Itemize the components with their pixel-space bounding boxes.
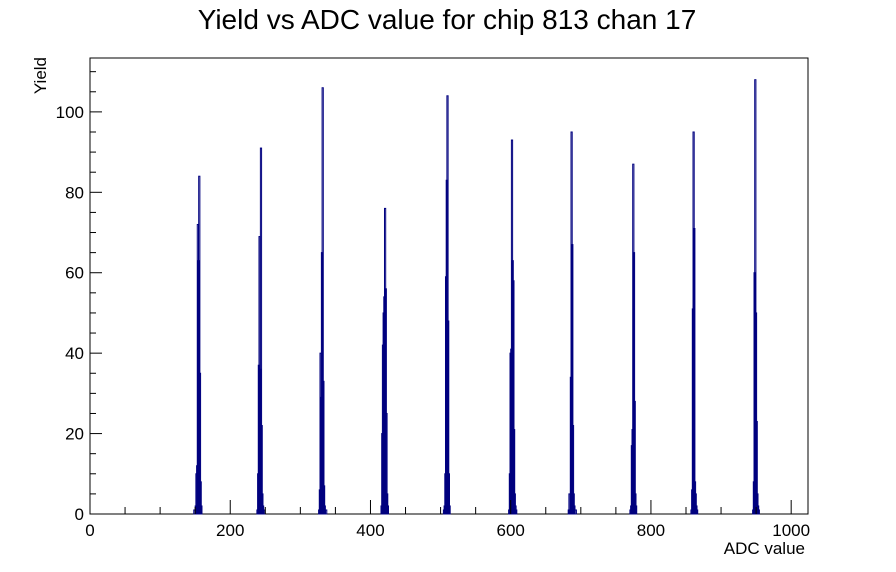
peak-group — [508, 139, 518, 515]
peak-group — [690, 131, 699, 515]
peak-group — [567, 131, 577, 515]
x-tick-label: 800 — [637, 521, 665, 540]
x-tick-label: 1000 — [772, 521, 810, 540]
histogram-bar — [757, 509, 760, 515]
histogram-bar — [448, 505, 451, 515]
y-tick-label: 0 — [75, 505, 84, 524]
histogram-bar — [574, 509, 577, 515]
x-axis-label: ADC value — [724, 539, 805, 558]
peak-group — [256, 147, 266, 515]
histogram-bar — [200, 505, 203, 515]
peak-group — [318, 87, 328, 515]
histogram-bar — [635, 505, 638, 515]
histogram-bar — [696, 509, 699, 515]
y-tick-label: 60 — [65, 264, 84, 283]
y-tick-label: 100 — [56, 103, 84, 122]
peak-group — [193, 175, 203, 515]
x-tick-label: 0 — [85, 521, 94, 540]
peak-group — [629, 163, 638, 515]
chart-title: Yield vs ADC value for chip 813 chan 17 — [198, 4, 697, 35]
peak-group — [380, 207, 389, 515]
x-tick-label: 200 — [216, 521, 244, 540]
x-tick-label: 600 — [497, 521, 525, 540]
x-tick-label: 400 — [356, 521, 384, 540]
histogram-bar — [325, 509, 328, 515]
y-tick-label: 40 — [65, 344, 84, 363]
histogram-bar — [386, 505, 389, 515]
y-tick-label: 20 — [65, 425, 84, 444]
peak-group — [442, 95, 451, 515]
axes: 0 200 400 600 800 1000 0 20 40 60 80 100 — [56, 71, 810, 540]
histogram-bar — [515, 509, 518, 515]
y-axis-label: Yield — [31, 57, 50, 94]
histogram-bars — [193, 79, 760, 515]
y-tick-label: 80 — [65, 183, 84, 202]
